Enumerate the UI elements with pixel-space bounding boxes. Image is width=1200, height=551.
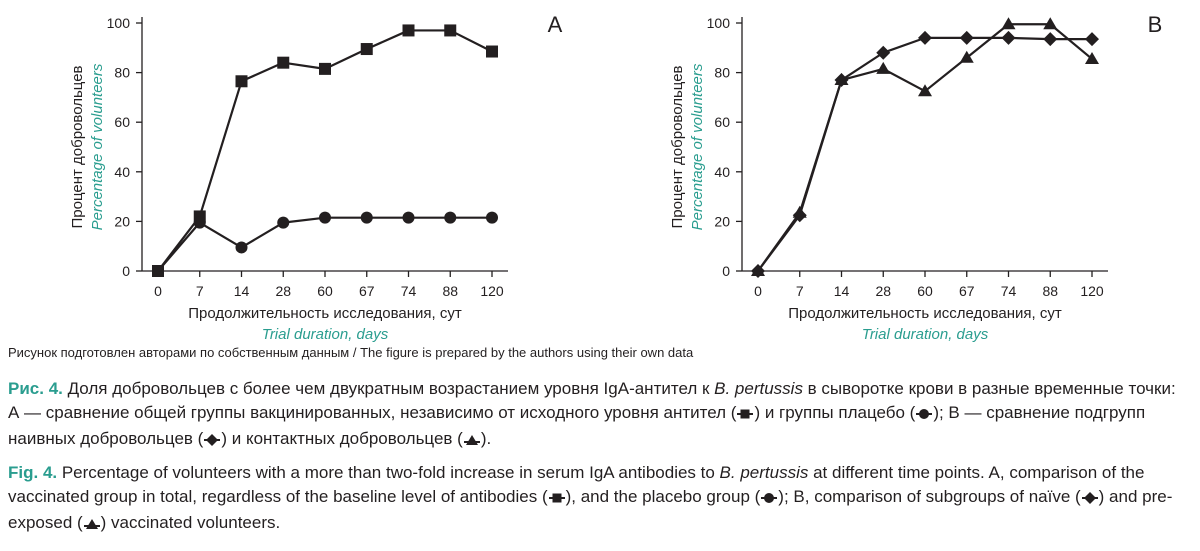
- figure-label-en: Fig. 4.: [8, 463, 58, 482]
- y-tick-label: 0: [722, 263, 730, 279]
- data-point-diamond: [918, 30, 932, 45]
- triangle-marker-icon: [463, 429, 481, 453]
- series-line-diamond: [757, 36, 1092, 272]
- data-point-triangle: [792, 205, 807, 218]
- data-point-circle: [193, 216, 206, 229]
- data-point-diamond: [959, 30, 974, 45]
- figure-caption-ru: Рис. 4. Доля добровольцев с более чем дв…: [8, 377, 1188, 453]
- data-point-triangle: [876, 61, 891, 74]
- data-point-diamond: [1043, 32, 1058, 47]
- y-tick-label: 60: [114, 114, 130, 130]
- data-point-triangle: [1043, 17, 1058, 30]
- y-tick-label: 100: [707, 15, 731, 31]
- data-point-circle: [319, 211, 331, 224]
- y-tick-label: 100: [107, 15, 131, 31]
- x-tick-label: 88: [442, 283, 458, 299]
- y-axis-title: Процент добровольцев: [669, 65, 686, 228]
- data-point-circle: [277, 216, 290, 229]
- x-axis-title-en: Trial duration, days: [862, 326, 989, 343]
- triangle-marker-icon: [83, 513, 101, 537]
- data-point-circle: [152, 265, 164, 277]
- x-tick-label: 14: [234, 283, 250, 299]
- data-point-square: [486, 45, 498, 58]
- data-point-circle: [486, 211, 498, 224]
- x-tick-label: 60: [917, 283, 933, 299]
- circle-marker-icon: [915, 403, 933, 427]
- x-axis-title-en: Trial duration, days: [262, 326, 389, 343]
- series-diamond: [751, 30, 1099, 278]
- data-point-circle: [444, 211, 457, 224]
- y-tick-label: 40: [114, 164, 130, 180]
- data-point-square: [277, 56, 290, 69]
- x-tick-label: 7: [196, 283, 204, 299]
- series-line-circle: [157, 216, 492, 272]
- data-point-triangle: [834, 73, 849, 86]
- series-square: [152, 24, 498, 277]
- y-axis-title: Процент добровольцев: [69, 65, 86, 228]
- chart-panel-b: 0 20 40 60 80 100 0 7 14 28 60 67 74 88 120 Продолжител…: [669, 12, 1163, 343]
- x-tick-label: 120: [480, 283, 504, 299]
- chart-panel-a: 0 20 40 60 80 100 0 7 14 28 60 67 74 88 120 Продолжител…: [69, 12, 563, 343]
- data-point-square: [444, 24, 457, 37]
- x-tick-label: 28: [275, 283, 291, 299]
- x-tick-label: 7: [796, 283, 804, 299]
- data-point-square: [319, 62, 331, 75]
- source-note: Рисунок подготовлен авторами по собствен…: [8, 345, 694, 360]
- figure-caption-en: Fig. 4. Percentage of volunteers with a …: [8, 461, 1188, 537]
- diamond-marker-icon: [203, 429, 221, 453]
- series-circle: [152, 211, 498, 277]
- x-tick-label: 74: [401, 283, 417, 299]
- data-point-triangle: [751, 264, 765, 276]
- panel-label: B: [1148, 12, 1163, 37]
- data-point-circle: [235, 241, 248, 254]
- series-line-triangle: [757, 23, 1093, 272]
- y-axis-title-en: Percentage of volunteers: [689, 63, 706, 230]
- data-point-square: [402, 24, 415, 37]
- y-tick-label: 60: [714, 114, 730, 130]
- x-tick-label: 120: [1080, 283, 1104, 299]
- y-tick-label: 20: [714, 213, 730, 229]
- data-point-circle: [402, 211, 415, 224]
- data-point-diamond: [1085, 32, 1099, 47]
- data-point-triangle: [959, 50, 974, 63]
- data-point-triangle: [1085, 51, 1099, 64]
- x-axis-title: Продолжительность исследования, сут: [188, 305, 462, 322]
- x-tick-label: 14: [834, 283, 850, 299]
- data-point-diamond: [1001, 30, 1016, 45]
- y-axis-title-en: Percentage of volunteers: [89, 63, 106, 230]
- x-tick-label: 0: [754, 283, 762, 299]
- square-marker-icon: [548, 487, 566, 511]
- y-tick-label: 40: [714, 164, 730, 180]
- y-tick-label: 20: [114, 213, 130, 229]
- data-point-circle: [360, 211, 373, 224]
- x-axis-title: Продолжительность исследования, сут: [788, 305, 1062, 322]
- x-tick-label: 67: [959, 283, 975, 299]
- diamond-marker-icon: [1081, 487, 1099, 511]
- panel-label: A: [548, 12, 563, 37]
- data-point-triangle: [918, 84, 932, 97]
- y-tick-label: 80: [714, 65, 730, 81]
- x-tick-label: 74: [1001, 283, 1017, 299]
- data-point-diamond: [876, 45, 891, 60]
- y-tick-label: 0: [122, 263, 130, 279]
- data-point-triangle: [1001, 17, 1016, 30]
- x-tick-label: 60: [317, 283, 333, 299]
- y-tick-label: 80: [114, 65, 130, 81]
- x-tick-label: 67: [359, 283, 375, 299]
- circle-marker-icon: [760, 487, 778, 511]
- x-tick-label: 0: [154, 283, 162, 299]
- x-tick-label: 28: [875, 283, 891, 299]
- figure-label-ru: Рис. 4.: [8, 379, 63, 398]
- data-point-square: [360, 43, 373, 56]
- series-triangle: [751, 17, 1099, 276]
- x-tick-label: 88: [1042, 283, 1058, 299]
- square-marker-icon: [736, 403, 754, 427]
- data-point-square: [235, 75, 248, 88]
